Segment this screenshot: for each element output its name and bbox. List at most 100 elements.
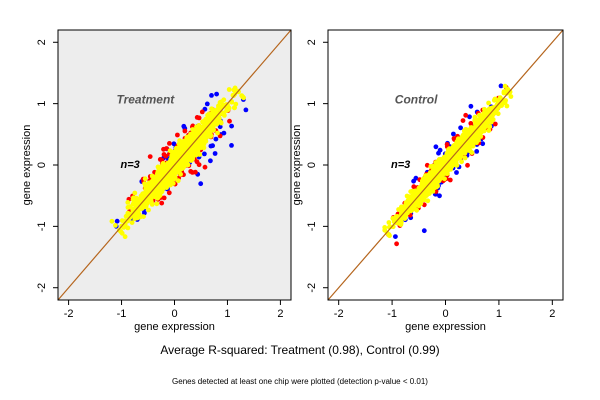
point-main: [219, 99, 224, 105]
y-tick-label: -1: [306, 221, 318, 231]
point-main: [168, 177, 174, 183]
point-main: [459, 139, 464, 145]
point-main: [182, 162, 187, 168]
x-tick-label: 1: [224, 308, 230, 320]
point-main: [433, 160, 439, 165]
point-high-spread: [433, 144, 439, 150]
point-main: [185, 151, 191, 157]
point-main: [391, 217, 397, 222]
point-main: [401, 205, 406, 211]
panel-title: Treatment: [116, 93, 175, 107]
point-mid-spread: [465, 162, 470, 168]
point-high-spread: [212, 151, 218, 156]
point-main: [482, 113, 488, 119]
point-main: [233, 101, 239, 107]
point-high-spread: [198, 181, 204, 187]
point-high-spread: [393, 234, 398, 240]
point-main: [141, 202, 147, 207]
point-high-spread: [480, 141, 486, 147]
point-main: [430, 184, 436, 190]
point-main: [197, 152, 203, 157]
point-main: [239, 93, 245, 98]
point-high-spread: [451, 131, 456, 137]
point-main: [125, 212, 131, 218]
point-main: [425, 198, 431, 204]
point-main: [160, 161, 166, 167]
x-tick-label: 0: [171, 308, 177, 320]
point-main: [432, 168, 437, 174]
point-main: [134, 215, 140, 221]
point-main: [154, 201, 160, 207]
x-tick-label: -2: [64, 308, 74, 320]
point-mid-spread: [175, 132, 180, 138]
point-main: [179, 158, 185, 164]
point-main: [142, 176, 148, 182]
point-main: [436, 157, 442, 162]
x-tick-label: -2: [334, 308, 344, 320]
y-tick-label: 2: [36, 39, 48, 45]
point-main: [149, 202, 155, 207]
point-main: [131, 195, 136, 201]
point-main: [442, 169, 448, 175]
point-main: [489, 116, 495, 122]
point-main: [418, 198, 424, 204]
point-mid-spread: [159, 200, 165, 206]
point-high-spread: [214, 91, 220, 97]
point-high-spread: [421, 228, 427, 234]
point-main: [486, 128, 492, 133]
point-main: [382, 225, 388, 230]
point-main: [487, 124, 493, 129]
plot-area: [58, 30, 291, 300]
y-tick-label: 0: [306, 162, 318, 168]
point-main: [508, 94, 514, 99]
point-main: [424, 191, 430, 197]
point-main: [453, 162, 458, 168]
point-mid-spread: [166, 190, 172, 196]
point-mid-spread: [444, 142, 450, 147]
plot-area: [328, 30, 563, 300]
point-high-spread: [204, 101, 210, 107]
point-main: [434, 164, 439, 169]
point-main: [231, 87, 237, 93]
point-main: [218, 120, 224, 126]
point-main: [109, 218, 115, 224]
point-main: [386, 232, 392, 238]
point-main: [457, 150, 463, 156]
point-main: [129, 213, 135, 218]
panel-title: Control: [395, 93, 438, 107]
point-high-spread: [114, 218, 120, 224]
point-mid-spread: [190, 170, 195, 175]
point-main: [206, 111, 212, 117]
point-main: [404, 193, 410, 199]
y-tick-label: 0: [36, 162, 48, 168]
point-mid-spread: [463, 112, 469, 118]
point-high-spread: [454, 170, 459, 175]
point-main: [196, 141, 202, 147]
point-main: [125, 200, 131, 205]
point-high-spread: [181, 123, 187, 129]
point-main: [197, 124, 203, 130]
point-main: [215, 130, 220, 136]
point-main: [166, 167, 172, 173]
point-main: [463, 147, 469, 153]
point-main: [127, 204, 133, 210]
point-main: [147, 186, 153, 191]
point-main: [118, 229, 124, 235]
point-high-spread: [468, 103, 474, 109]
point-high-spread: [171, 141, 177, 147]
point-mid-spread: [394, 241, 399, 247]
n-label: n=3: [120, 159, 139, 171]
point-main: [158, 184, 163, 189]
point-mid-spread: [451, 136, 457, 141]
point-main: [226, 105, 232, 111]
y-axis-label: gene expression: [291, 125, 303, 206]
point-main: [175, 178, 181, 184]
point-high-spread: [229, 143, 234, 148]
point-main: [504, 103, 510, 109]
point-main: [497, 95, 503, 100]
point-main: [435, 183, 440, 189]
point-main: [476, 129, 481, 135]
point-main: [177, 138, 183, 144]
point-high-spread: [202, 151, 207, 157]
